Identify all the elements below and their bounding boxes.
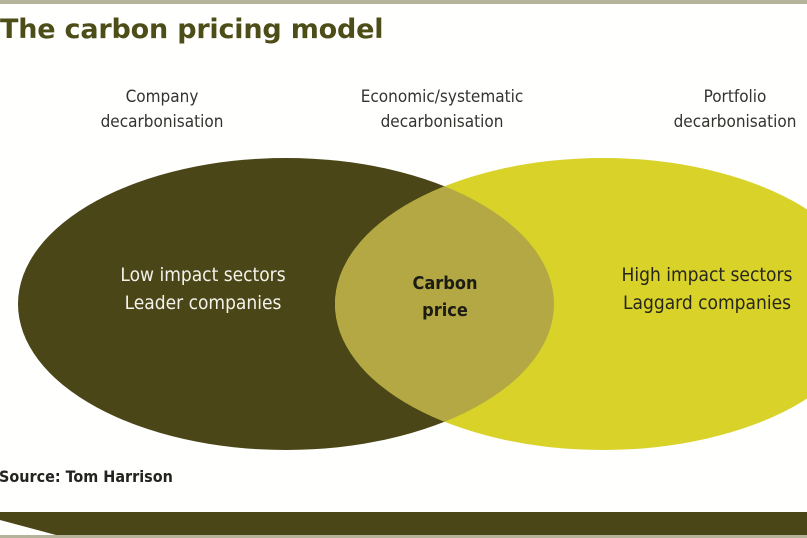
venn-shapes [18,158,807,450]
category-label-economic-line2: decarbonisation [380,111,504,132]
venn-left-set-line2: Leader companies [124,291,282,314]
venn-intersection-line1: Carbon [412,273,478,294]
top-accent-rule [0,0,807,4]
category-label-company: Company decarbonisation [32,85,292,134]
category-label-company-line1: Company [125,87,199,107]
venn-left-set-label: Low impact sectors Leader companies [78,262,328,317]
category-label-portfolio-line2: decarbonisation [673,111,797,132]
category-label-company-line2: decarbonisation [100,111,224,132]
footer-underline [0,535,807,538]
venn-left-set-line1: Low impact sectors [120,264,286,286]
category-label-economic-line1: Economic/systematic [360,87,524,107]
venn-right-set-line2: Laggard companies [623,291,791,314]
venn-intersection [335,158,554,450]
footer-bar [0,512,807,535]
venn-right-set-line1: High impact sectors [621,264,793,286]
venn-intersection-label: Carbon price [385,270,505,324]
source-caption: Source: Tom Harrison [0,467,173,486]
category-label-portfolio-line1: Portfolio [703,87,767,107]
page-title: The carbon pricing model [0,14,384,45]
venn-diagram: Company decarbonisation Economic/systema… [18,85,807,450]
venn-intersection-line2: price [422,300,468,321]
category-label-economic: Economic/systematic decarbonisation [312,85,572,134]
category-label-portfolio: Portfolio decarbonisation [660,85,807,134]
venn-right-set-label: High impact sectors Laggard companies [582,262,807,317]
